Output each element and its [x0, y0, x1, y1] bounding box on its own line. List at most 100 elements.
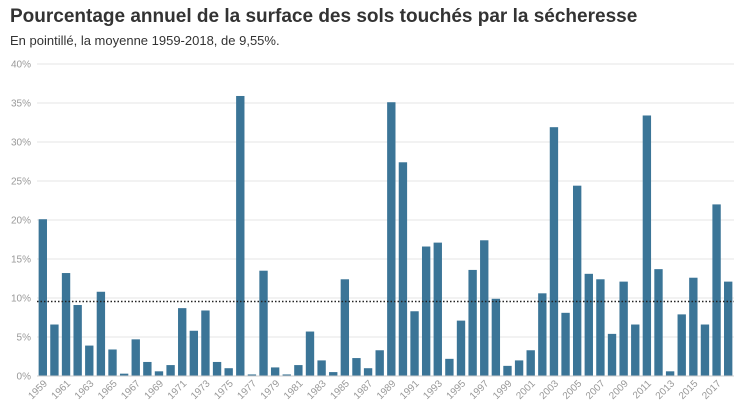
bar-1986	[352, 358, 361, 376]
x-tick-label: 1985	[328, 378, 352, 402]
x-tick-label: 1973	[189, 378, 213, 402]
x-tick-label: 1999	[491, 378, 515, 402]
x-tick-label: 2017	[700, 378, 724, 402]
bar-1997	[480, 240, 489, 376]
x-tick-label: 1975	[212, 378, 236, 402]
bar-2009	[619, 281, 628, 376]
bar-1998	[491, 298, 501, 376]
bar-1971	[178, 308, 187, 376]
bar-1965	[108, 349, 117, 376]
bar-2006	[584, 273, 593, 376]
bar-2003	[549, 127, 559, 377]
y-grid	[37, 63, 734, 377]
bar-1990	[398, 162, 408, 376]
x-tick-label: 1979	[259, 378, 283, 402]
bar-1981	[294, 365, 303, 376]
bar-1972	[189, 330, 199, 376]
bar-2015	[689, 277, 698, 376]
bar-1991	[410, 311, 419, 376]
x-tick-label: 1967	[119, 378, 143, 402]
x-tick-label: 1977	[236, 378, 260, 402]
bar-1975	[224, 368, 233, 376]
bar-1999	[503, 365, 512, 376]
bar-1968	[143, 361, 152, 376]
bar-1977	[247, 374, 257, 376]
x-tick-label: 2015	[677, 378, 701, 402]
bar-1979	[270, 367, 280, 376]
bar-2013	[665, 371, 675, 376]
x-tick-label: 2011	[631, 378, 654, 401]
bar-1969	[154, 371, 164, 376]
bar-1967	[131, 339, 140, 376]
bar-2018	[724, 281, 733, 376]
x-tick-label: 1989	[375, 378, 399, 402]
x-tick-label: 1997	[468, 378, 492, 402]
bar-1985	[340, 279, 350, 376]
x-tick-label: 2003	[538, 378, 562, 402]
y-tick-label: 5%	[17, 333, 32, 344]
bar-1962	[73, 305, 82, 376]
x-tick-label: 2007	[584, 378, 608, 402]
x-tick-label: 2001	[514, 378, 538, 402]
bar-1974	[212, 361, 222, 376]
bar-2008	[607, 333, 617, 376]
x-tick-label: 1961	[50, 378, 74, 402]
bar-1988	[375, 350, 384, 376]
bar-1973	[201, 310, 210, 376]
chart-subtitle: En pointillé, la moyenne 1959-2018, de 9…	[10, 33, 280, 48]
bar-1983	[317, 360, 326, 376]
bar-1989	[387, 102, 396, 376]
bar-2000	[514, 360, 524, 376]
bar-2001	[526, 350, 535, 376]
x-tick-label: 1965	[96, 378, 120, 402]
bar-2004	[561, 312, 570, 376]
bar-1959	[38, 219, 47, 376]
bars	[38, 95, 733, 377]
bar-1960	[50, 324, 59, 376]
y-tick-label: 25%	[11, 177, 31, 188]
y-tick-label: 15%	[11, 255, 31, 266]
bar-2017	[712, 204, 721, 376]
x-tick-label: 1969	[143, 378, 167, 402]
x-tick-label: 1987	[352, 378, 376, 402]
x-tick-label: 2009	[607, 378, 631, 402]
y-tick-label: 20%	[11, 216, 31, 227]
chart-title: Pourcentage annuel de la surface des sol…	[10, 6, 638, 27]
bar-1963	[85, 345, 94, 376]
bar-2007	[596, 279, 605, 376]
bar-1964	[96, 291, 106, 376]
bar-1992	[421, 246, 431, 376]
bar-2005	[572, 185, 582, 376]
bar-2014	[677, 314, 686, 376]
x-axis-labels: 1959 1961 1963 1965 1967 1969 1971 1973 1975 1977…	[26, 378, 724, 402]
y-axis-labels: 0% 5% 10% 15% 20% 25% 30% 35% 40%	[11, 60, 31, 383]
bar-1982	[305, 331, 315, 376]
bar-2010	[631, 324, 640, 376]
bar-1970	[166, 365, 175, 376]
y-tick-label: 40%	[11, 60, 31, 71]
x-tick-label: 1981	[282, 378, 306, 402]
y-tick-label: 35%	[11, 99, 31, 110]
x-tick-label: 1971	[166, 378, 190, 402]
x-tick-label: 1995	[445, 378, 469, 402]
bar-1978	[259, 270, 268, 376]
y-tick-label: 30%	[11, 138, 31, 149]
y-tick-label: 10%	[11, 294, 31, 305]
bar-1995	[456, 320, 466, 376]
bar-1996	[468, 269, 477, 376]
x-tick-label: 2005	[561, 378, 585, 402]
bar-1980	[282, 374, 291, 376]
bar-1966	[119, 373, 129, 376]
bar-1993	[433, 242, 442, 376]
bar-1984	[329, 372, 338, 376]
bar-1976	[236, 95, 245, 376]
bar-2002	[538, 293, 547, 376]
x-tick-label: 1991	[398, 378, 422, 402]
y-tick-label: 0%	[17, 372, 32, 383]
x-tick-label: 2013	[654, 378, 678, 402]
x-tick-label: 1993	[421, 378, 445, 402]
bar-2016	[700, 324, 710, 376]
x-tick-label: 1963	[73, 378, 97, 402]
bar-2011	[642, 115, 652, 376]
